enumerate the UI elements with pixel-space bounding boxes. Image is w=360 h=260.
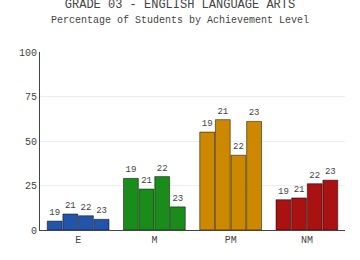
svg-text:22: 22 <box>309 171 320 181</box>
svg-text:E: E <box>75 235 81 246</box>
svg-text:21: 21 <box>294 185 305 195</box>
svg-text:21: 21 <box>65 201 76 211</box>
svg-text:19: 19 <box>126 165 137 175</box>
svg-text:22: 22 <box>233 142 244 152</box>
svg-text:19: 19 <box>278 187 289 197</box>
svg-text:23: 23 <box>325 167 336 177</box>
svg-text:25: 25 <box>25 181 37 192</box>
svg-text:M: M <box>151 235 157 246</box>
svg-text:50: 50 <box>25 137 37 148</box>
svg-text:0: 0 <box>31 226 37 237</box>
svg-text:19: 19 <box>49 208 60 218</box>
svg-text:21: 21 <box>217 107 228 117</box>
svg-text:22: 22 <box>157 164 168 174</box>
svg-text:22: 22 <box>81 203 92 213</box>
svg-text:GRADE 03 - ENGLISH LANGUAGE AR: GRADE 03 - ENGLISH LANGUAGE ARTSPercenta… <box>51 0 309 26</box>
svg-text:100: 100 <box>19 48 37 59</box>
svg-text:NM: NM <box>301 235 313 246</box>
svg-text:23: 23 <box>249 108 260 118</box>
svg-text:75: 75 <box>25 92 37 103</box>
svg-text:23: 23 <box>172 194 183 204</box>
svg-text:21: 21 <box>141 176 152 186</box>
svg-text:23: 23 <box>96 206 107 216</box>
svg-text:PM: PM <box>225 235 237 246</box>
svg-text:19: 19 <box>202 119 213 129</box>
